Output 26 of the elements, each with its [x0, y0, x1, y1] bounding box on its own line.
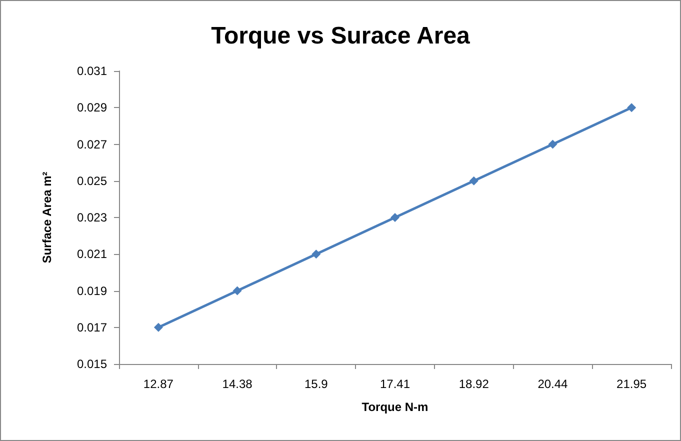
y-tick-label: 0.029	[76, 100, 108, 115]
chart-title: Torque vs Surace Area	[211, 22, 471, 50]
x-tick-label: 15.9	[304, 377, 328, 391]
x-tick-label: 17.41	[380, 377, 410, 391]
point	[627, 103, 636, 112]
point	[154, 322, 163, 332]
y-tick-label: 0.021	[76, 247, 108, 262]
y-tick-label: 0.027	[76, 137, 108, 152]
y-axis-title: Surface Area m²	[40, 172, 54, 264]
point	[469, 176, 478, 186]
point	[232, 286, 242, 296]
y-tick-label: 0.015	[76, 357, 108, 371]
y-tick-label: 0.025	[76, 174, 108, 188]
x-axis-title: Torque N-m	[362, 400, 428, 414]
point	[390, 213, 400, 222]
x-tick-label: 14.38	[222, 377, 253, 391]
x-tick-label: 18.92	[458, 377, 490, 391]
y-tick-label: 0.023	[76, 210, 108, 224]
point	[312, 250, 321, 259]
x-tick-label: 21.95	[616, 377, 647, 391]
y-tick-label: 0.019	[76, 284, 108, 298]
x-tick-label: 12.87	[143, 377, 174, 391]
point	[548, 140, 558, 149]
y-tick-label: 0.031	[76, 64, 108, 78]
x-tick-label: 20.44	[538, 377, 568, 391]
y-tick-label: 0.017	[76, 320, 108, 334]
